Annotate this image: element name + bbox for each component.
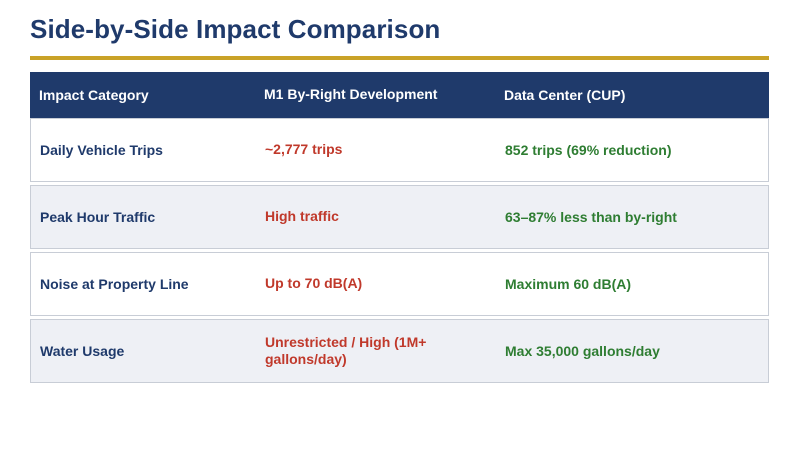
table-row: Water Usage Unrestricted / High (1M+ gal… bbox=[30, 319, 769, 383]
table-row: Peak Hour Traffic High traffic 63–87% le… bbox=[30, 185, 769, 249]
row-data-center-value: 852 trips (69% reduction) bbox=[505, 142, 672, 158]
title-underline bbox=[30, 56, 769, 60]
row-category: Peak Hour Traffic bbox=[40, 209, 156, 225]
row-m1-value: High traffic bbox=[265, 208, 339, 225]
slide-title: Side-by-Side Impact Comparison bbox=[30, 14, 441, 44]
row-data-center-value: 63–87% less than by-right bbox=[505, 209, 677, 225]
row-category: Water Usage bbox=[40, 343, 125, 359]
row-category: Noise at Property Line bbox=[40, 276, 189, 292]
row-data-center-value: Maximum 60 dB(A) bbox=[505, 276, 632, 292]
row-category: Daily Vehicle Trips bbox=[40, 142, 163, 158]
header-data-center: Data Center (CUP) bbox=[504, 87, 626, 103]
row-data-center-value: Max 35,000 gallons/day bbox=[505, 343, 660, 359]
comparison-table: Impact Category M1 By-Right Development … bbox=[30, 72, 769, 383]
row-m1-value: ~2,777 trips bbox=[265, 141, 343, 158]
header-impact-category: Impact Category bbox=[39, 87, 149, 103]
header-m1-by-right: M1 By-Right Development bbox=[264, 86, 438, 103]
table-header: Impact Category M1 By-Right Development … bbox=[30, 72, 769, 118]
table-row: Noise at Property Line Up to 70 dB(A) Ma… bbox=[30, 252, 769, 316]
table-row: Daily Vehicle Trips ~2,777 trips 852 tri… bbox=[30, 118, 769, 182]
row-m1-value: Unrestricted / High (1M+ gallons/day) bbox=[265, 333, 427, 368]
row-m1-value: Up to 70 dB(A) bbox=[265, 275, 363, 292]
